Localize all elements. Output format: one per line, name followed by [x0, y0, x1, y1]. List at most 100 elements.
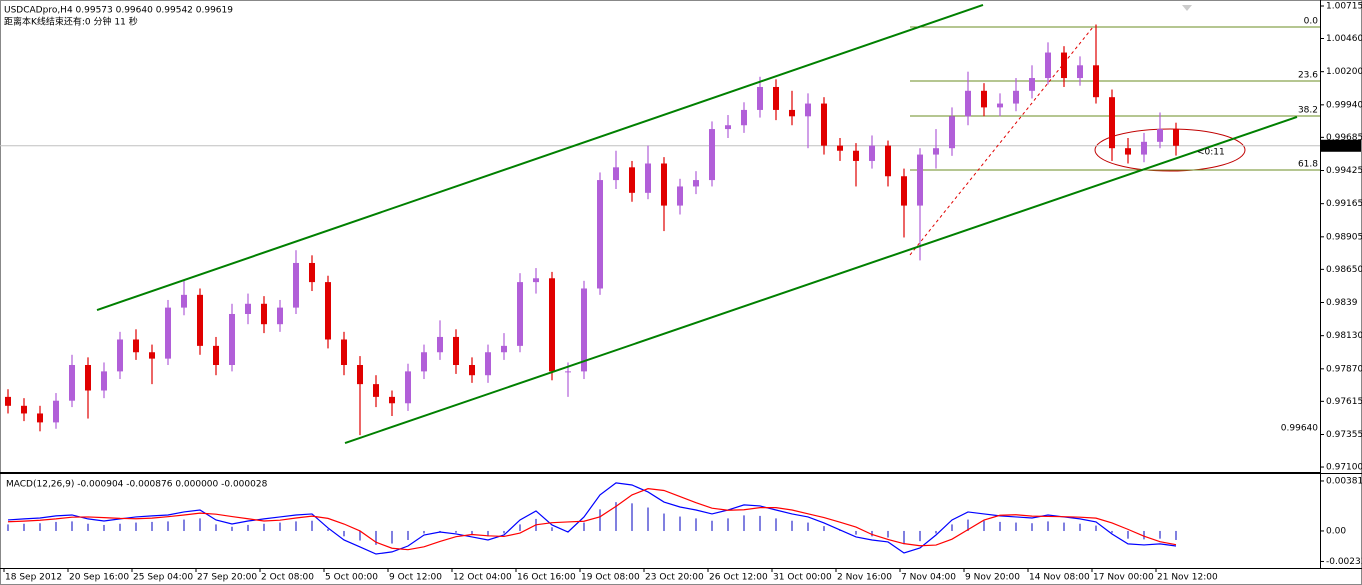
x-tick-label: 9 Oct 12:00: [389, 573, 442, 583]
chart-title: USDCADpro,H4 0.99573 0.99640 0.99542 0.9…: [4, 6, 233, 16]
candle-body: [325, 282, 331, 340]
histogram-bar: [1095, 525, 1097, 531]
candle-body: [389, 396, 395, 404]
histogram-bar: [599, 509, 601, 531]
candle-body: [821, 103, 827, 146]
y-tick-label: 0.9839: [1326, 298, 1358, 308]
candle-body: [741, 109, 747, 126]
fib-level-label: 0.0: [1304, 17, 1319, 27]
histogram-bar: [87, 523, 89, 531]
candle-body: [405, 371, 411, 404]
histogram-bar: [743, 515, 745, 531]
histogram-bar: [231, 526, 233, 531]
candle-body: [1013, 90, 1019, 104]
candle-body: [453, 336, 459, 365]
fib-level-label: 38.2: [1298, 106, 1318, 116]
candle-body: [1173, 129, 1179, 146]
candle-body: [485, 352, 491, 376]
histogram-bar: [551, 527, 553, 531]
x-tick-label: 2 Nov 16:00: [837, 573, 892, 583]
x-tick-label: 16 Oct 16:00: [517, 573, 576, 583]
countdown: <0:11: [1197, 148, 1225, 158]
candle-body: [309, 262, 315, 283]
histogram-bar: [855, 530, 857, 535]
candle-body: [341, 339, 347, 365]
histogram-bar: [1079, 523, 1081, 531]
histogram-bar: [1063, 522, 1065, 531]
histogram-bar: [375, 530, 377, 545]
highlight-ellipse: [1094, 128, 1246, 172]
trendline: [96, 4, 984, 311]
histogram-bar: [263, 523, 265, 531]
histogram-bar: [919, 530, 921, 542]
histogram-bar: [951, 524, 953, 531]
histogram-bar: [1143, 530, 1145, 540]
y-tick-label: 0.98905: [1326, 232, 1362, 242]
histogram-bar: [759, 515, 761, 531]
y-tick-label: 0.99940: [1326, 100, 1362, 110]
candle-body: [901, 176, 907, 206]
candle-body: [5, 396, 11, 406]
candle-body: [373, 384, 379, 397]
histogram-bar: [119, 523, 121, 531]
histogram-bar: [311, 520, 313, 531]
candle-body: [773, 86, 779, 110]
histogram-bar: [791, 520, 793, 531]
x-tick-label: 2 Oct 08:00: [261, 573, 314, 583]
candle-body: [661, 163, 667, 206]
y-tick-label: 0.97870: [1326, 364, 1362, 374]
candle-body: [1061, 52, 1067, 79]
histogram-bar: [247, 524, 249, 531]
histogram-bar: [1015, 522, 1017, 531]
candle-body: [613, 167, 619, 181]
histogram-bar: [647, 507, 649, 531]
histogram-bar: [807, 522, 809, 531]
candle-body: [293, 262, 299, 308]
histogram-bar: [663, 513, 665, 531]
y-tick-label: 0.97355: [1326, 430, 1362, 440]
y-tick-label: 0.00: [1326, 526, 1346, 536]
x-tick-label: 27 Sep 20:00: [197, 573, 257, 583]
x-tick-label: 21 Nov 12:00: [1157, 573, 1218, 583]
histogram-bar: [7, 524, 9, 531]
candle-body: [85, 364, 91, 391]
candle-body: [1157, 129, 1163, 142]
candle-body: [581, 288, 587, 372]
x-tick-label: 20 Sep 16:00: [69, 573, 129, 583]
candle-body: [261, 303, 267, 325]
histogram-bar: [871, 530, 873, 537]
candle-body: [549, 278, 555, 372]
candle-body: [1093, 65, 1099, 98]
candle-body: [213, 345, 219, 365]
y-tick-label: 0.99425: [1326, 166, 1362, 176]
candle-body: [597, 180, 603, 289]
candle-body: [677, 186, 683, 206]
histogram-bar: [103, 524, 105, 531]
candle-body: [1141, 141, 1147, 155]
trendline: [344, 116, 1298, 444]
candle-body: [1077, 65, 1083, 79]
histogram-bar: [455, 530, 457, 533]
y-tick-label: 0.98130: [1326, 331, 1362, 341]
histogram-bar: [199, 518, 201, 531]
histogram-bar: [279, 522, 281, 531]
x-tick-label: 18 Sep 2012: [5, 573, 62, 583]
histogram-bar: [471, 530, 473, 535]
histogram-bar: [775, 518, 777, 531]
x-tick-label: 14 Nov 08:00: [1029, 573, 1090, 583]
histogram-bar: [503, 530, 505, 534]
histogram-bar: [359, 530, 361, 541]
candle-body: [645, 163, 651, 193]
histogram-bar: [839, 530, 841, 531]
histogram-bar: [295, 521, 297, 531]
candle-body: [1125, 148, 1131, 155]
histogram-bar: [135, 522, 137, 531]
histogram-bar: [183, 519, 185, 531]
histogram-bar: [695, 518, 697, 531]
histogram-bar: [935, 530, 937, 534]
candle-body: [181, 294, 187, 308]
y-tick-label: 1.00460: [1326, 34, 1362, 44]
indicator-line: [7, 482, 1177, 555]
histogram-bar: [711, 520, 713, 531]
